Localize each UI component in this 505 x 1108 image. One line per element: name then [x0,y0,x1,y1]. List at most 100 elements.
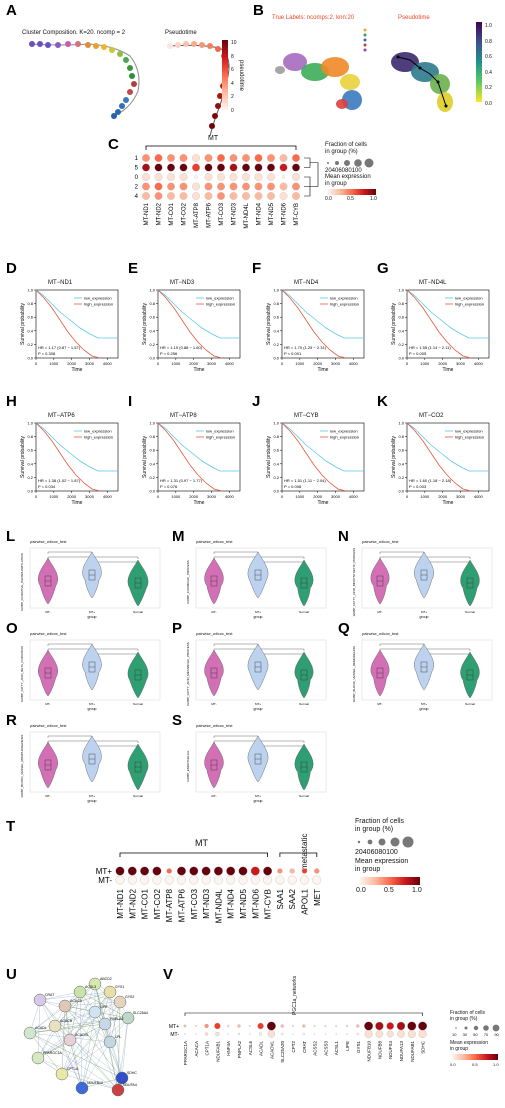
survival-ytick: 0.2 [149,342,155,347]
panel-a-right-trajectory [167,41,230,137]
panel-t-dot [140,875,150,885]
panel-t-dot [164,875,174,885]
panel-c-dot [142,154,150,162]
panel-t-dot [201,866,211,876]
panel-t-gene-label: MET [313,889,322,906]
panel-c-dot [229,182,238,191]
panel-v-dot [266,1021,276,1031]
panel-t-gene-label: SAA1 [276,888,285,909]
survival-ytick: 0.8 [273,301,279,306]
network-edge [69,1011,96,1041]
panel-v-dot [183,1024,187,1028]
panel-a-colorbar-label: pseudotime [238,60,244,92]
survival-title-i: MT−ATP8 [170,413,197,419]
violin-group-label: MT+ [89,702,95,706]
panel-t-dot [166,868,172,874]
panel-c-dot [292,192,300,200]
survival-ytick: 1.0 [398,288,404,293]
survival-xtick: 3000 [456,361,466,366]
violin-ylabel: GOBP_OXIDATIVE_PHOSPHORYLATION [20,553,24,611]
panel-c-dot [292,154,300,162]
panel-letter-i: I [128,393,133,410]
network-edge [29,1032,123,1079]
panel-v-legend-expr-title: Mean expression in group [450,1040,489,1052]
survival-ytick: 0.6 [149,315,155,320]
network-node-label: SDHC [127,1071,137,1075]
survival-low-curve [157,289,240,339]
panel-c-gene-label: MT-ND5 [269,202,275,225]
survival-hr-stats: HR = 1.55 (1.14 − 2.11) [409,345,451,350]
network-node-label: PNPLA2 [110,1017,123,1021]
panel-t-dot [177,866,186,876]
panel-c-dot [167,182,175,191]
network-node [111,1083,125,1097]
panel-t-legend-expr-title: Mean expression in group [355,858,409,873]
survival-ylabel: Survival probability [266,303,272,345]
survival-panel-k: K MT−CO2 1.0 0.8 0.6 0.4 0.2 0.0 0 1000 2000 3000 40… [377,393,499,521]
survival-ytick: 0.6 [27,315,33,320]
panel-v-dot [407,1030,416,1038]
survival-ytick: 0.6 [27,448,33,453]
survival-xlabel: Time [318,500,329,506]
panel-c-dot [154,182,163,191]
panel-t-dot [226,866,236,876]
survival-xtick: 2000 [438,494,448,499]
network-node [88,977,102,991]
survival-ytick: 0.6 [273,315,279,320]
panel-v-dot [356,1024,360,1028]
network-node [113,995,127,1009]
panel-v-dot [280,1024,284,1028]
panel-t-dot [127,875,137,885]
panel-v-gene-label: NDUFA13 [399,1041,404,1062]
violin-plot-n: GOBP_FATTY_ACID_BIOSYNTHETIC_PROCESS MT- M… [352,548,493,619]
panel-c-dot [254,154,263,162]
survival-panel-f: F MT−ND4 1.0 0.8 0.6 0.4 0.2 0.0 0 1000 2000 3000 40… [252,260,374,388]
panel-c-legend-expr-title: Mean expression in group [325,174,371,187]
survival-ytick: 0.8 [149,434,155,439]
network-node-label: NDUFA4 [123,1083,137,1087]
panel-c-dot [267,154,275,162]
survival-ylabel: Survival probability [20,436,26,478]
panel-v-gene-label: NDUFB8 [377,1041,382,1059]
panel-t-gene-label: APOL1 [301,888,310,914]
panel-v-gene-label: PNPLA2 [237,1041,242,1059]
survival-plot-g: 1.0 0.8 0.6 0.4 0.2 0.00 1000 2000 3000 4000 low_e… [391,288,490,373]
survival-ytick: 0.2 [273,342,279,347]
violin-xlabel: group [420,707,429,711]
violin-ylabel: GOBP_ENDOTHELIAL [186,750,190,782]
panel-t-dot [213,866,223,876]
panel-c-dot [204,192,213,200]
panel-c-dot [217,163,225,172]
violin-plot-m: GOBP_CATABOLIC_PROCESS MT- MT+ Normal group [186,547,327,619]
violin-xlabel: group [254,799,263,803]
violin-group-label: MT- [211,794,216,798]
survival-ytick: 0.2 [27,475,33,480]
panel-letter-l: L [6,528,16,545]
survival-ytick: 0.0 [398,489,404,494]
panel-t-row-label: MT+ [96,867,113,876]
network-node-label: ACADVL [75,1033,89,1037]
violin-group-label: MT- [45,610,50,614]
survival-p-value: P = 0.008 [284,484,302,489]
panel-c-dot [279,163,288,172]
panel-c-dot [142,163,150,172]
panel-v-legend-fraction-title: Fraction of cells in group (%) [450,1010,486,1022]
survival-ytick: 0.4 [149,461,155,466]
panel-v-gene-label: ACADL [259,1041,264,1057]
panel-v-bracket [184,1012,423,1016]
network-edge [94,983,123,1079]
violin-plot-l: GOBP_OXIDATIVE_PHOSPHORYLATION MT- MT+ Norm… [20,547,161,619]
panel-c-group-label: MT [208,135,219,142]
panel-t-dot [115,875,125,885]
violin-ylabel: GOBP_BLOOD_VESSEL_REMODELING [352,645,356,702]
panel-t-gene-label: MT-ND4 [227,888,236,918]
survival-p-value: P < 0.001 [284,351,302,356]
panel-v-dot [214,1022,221,1030]
network-edge [81,1041,111,1089]
network-node-label: NDUFB10 [87,1081,103,1085]
panel-v-dot [335,1033,337,1035]
panel-c-dot [192,182,200,191]
panel-c-dot [179,192,188,200]
